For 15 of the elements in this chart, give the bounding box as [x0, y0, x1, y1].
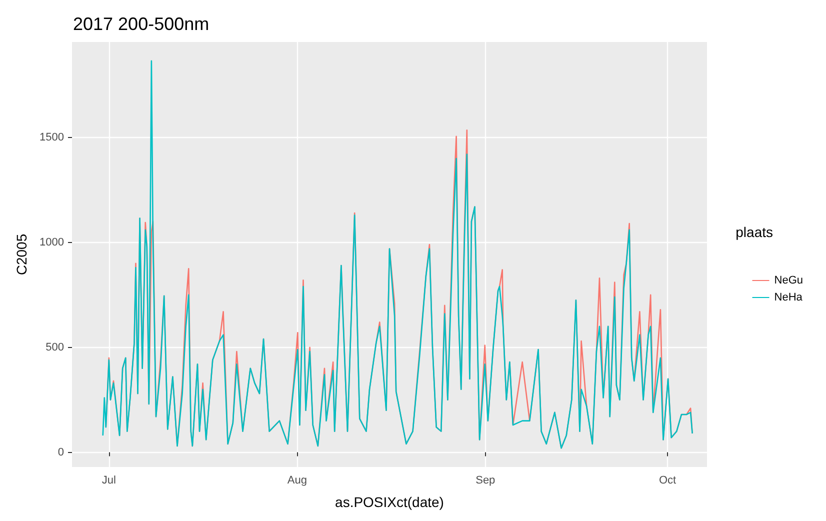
legend-label: NeGu — [774, 274, 804, 286]
legend-title: plaats — [736, 224, 773, 240]
x-axis-title: as.POSIXct(date) — [335, 494, 444, 510]
legend-label: NeHa — [774, 292, 804, 304]
y-tick-label: 500 — [46, 341, 64, 354]
x-tick-label: Jul — [102, 474, 116, 486]
y-axis-title: C2005 — [14, 234, 30, 276]
x-tick-label: Sep — [476, 474, 496, 486]
chart-title: 2017 200-500nm — [73, 14, 210, 34]
y-tick-label: 1500 — [40, 131, 64, 144]
y-tick-label: 1000 — [40, 236, 64, 248]
line-series — [102, 60, 693, 449]
x-tick-label: Aug — [287, 474, 307, 486]
x-tick-label: Oct — [658, 474, 676, 486]
y-tick-label: 0 — [58, 446, 64, 458]
